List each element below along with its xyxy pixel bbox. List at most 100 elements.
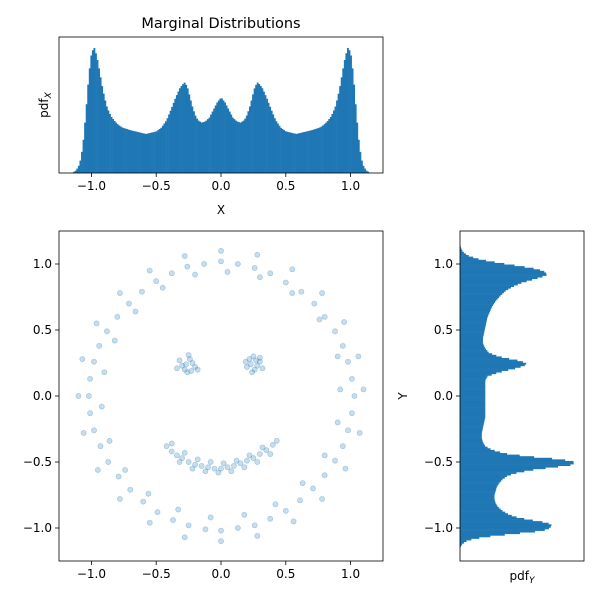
x-tick-label: −0.5 bbox=[142, 567, 171, 581]
scatter-point bbox=[339, 443, 346, 450]
histogram-bar bbox=[76, 168, 79, 173]
histogram-bar bbox=[234, 120, 237, 173]
scatter-x-ticks: −1.0 −0.5 0.0 0.5 1.0 bbox=[77, 561, 360, 581]
histogram-bar bbox=[460, 462, 574, 465]
scatter-point bbox=[267, 451, 274, 457]
histogram-bar bbox=[460, 407, 486, 409]
histogram-bar bbox=[224, 102, 226, 173]
histogram-bar bbox=[362, 165, 365, 173]
histogram-bar bbox=[460, 294, 501, 297]
histogram-bar bbox=[334, 106, 337, 173]
histogram-bar bbox=[460, 266, 525, 268]
histogram-bar bbox=[300, 132, 303, 173]
histogram-bar bbox=[460, 532, 520, 535]
histogram-bar bbox=[460, 403, 486, 406]
histogram-bar bbox=[460, 536, 480, 539]
histogram-bar bbox=[245, 115, 248, 173]
scatter-point bbox=[91, 358, 97, 365]
histogram-bar bbox=[228, 111, 231, 173]
histogram-bar bbox=[460, 285, 515, 288]
histogram-bar bbox=[197, 120, 200, 173]
histogram-bar bbox=[171, 106, 174, 173]
histogram-bar bbox=[460, 394, 486, 397]
scatter-point bbox=[220, 460, 227, 467]
scatter-point bbox=[348, 375, 355, 382]
histogram-bar bbox=[460, 316, 488, 319]
scatter-points bbox=[75, 247, 367, 545]
scatter-point bbox=[168, 448, 175, 455]
histogram-bar bbox=[287, 132, 290, 173]
histogram-bar bbox=[283, 130, 286, 173]
histogram-bar bbox=[227, 108, 230, 173]
scatter-point bbox=[246, 452, 253, 459]
histogram-bar bbox=[124, 128, 127, 173]
histogram-bar bbox=[460, 446, 488, 449]
scatter-point bbox=[218, 465, 224, 472]
histogram-bar bbox=[460, 422, 484, 425]
histogram-bar bbox=[217, 100, 220, 173]
histogram-bar bbox=[339, 86, 342, 173]
histogram-bar bbox=[460, 343, 484, 346]
histogram-bar bbox=[460, 329, 485, 332]
scatter-axes-frame bbox=[58, 230, 384, 562]
scatter-point bbox=[254, 362, 261, 369]
histogram-bar bbox=[336, 100, 338, 173]
histogram-bar bbox=[149, 132, 152, 173]
histogram-bar bbox=[266, 98, 268, 173]
histogram-bar bbox=[460, 255, 469, 257]
histogram-bar bbox=[460, 511, 506, 514]
histogram-bar bbox=[460, 438, 483, 441]
scatter-point bbox=[224, 269, 231, 275]
scatter-point bbox=[117, 290, 123, 296]
scatter-point bbox=[185, 522, 192, 529]
scatter-point bbox=[181, 534, 188, 541]
histogram-bar bbox=[460, 247, 462, 249]
y-tick-label: 1.0 bbox=[33, 257, 52, 271]
histogram-bar bbox=[460, 362, 527, 365]
histogram-bar bbox=[91, 50, 94, 173]
histogram-bar bbox=[253, 88, 256, 173]
histogram-bar bbox=[460, 441, 484, 444]
histogram-bar bbox=[460, 427, 483, 430]
histogram-bar bbox=[460, 516, 517, 519]
histogram-bar bbox=[163, 123, 166, 173]
scatter-point bbox=[80, 430, 87, 436]
histogram-bar bbox=[460, 280, 527, 283]
histogram-bar bbox=[222, 100, 225, 173]
histogram-bar bbox=[460, 338, 483, 341]
histogram-bar bbox=[460, 449, 495, 452]
histogram-bar bbox=[460, 372, 497, 375]
histogram-bar bbox=[460, 459, 566, 462]
histogram-bar bbox=[90, 55, 93, 174]
histogram-bar bbox=[194, 115, 197, 173]
scatter-point bbox=[310, 485, 316, 492]
histogram-bar bbox=[96, 60, 99, 173]
histogram-bar bbox=[119, 126, 122, 173]
scatter-point bbox=[339, 342, 346, 349]
histogram-bar bbox=[460, 305, 493, 308]
histogram-bar bbox=[460, 354, 497, 357]
histogram-bar bbox=[460, 277, 538, 280]
histogram-bar bbox=[460, 388, 486, 390]
histogram-bar bbox=[460, 424, 484, 427]
scatter-point bbox=[181, 366, 188, 373]
scatter-point bbox=[256, 358, 263, 365]
histogram-bar bbox=[161, 125, 164, 173]
histogram-bar bbox=[318, 127, 321, 173]
right-histogram-panel: −1.0 −0.5 0.0 0.5 1.0 Y pdfY bbox=[396, 230, 585, 586]
histogram-bar bbox=[460, 410, 486, 413]
histogram-bar bbox=[460, 310, 490, 313]
histogram-bar bbox=[460, 270, 545, 273]
scatter-point bbox=[241, 464, 248, 471]
histogram-bar bbox=[210, 114, 212, 173]
histogram-bar bbox=[267, 102, 270, 173]
histogram-bar bbox=[460, 392, 486, 395]
histogram-bar bbox=[133, 131, 136, 173]
scatter-point bbox=[321, 472, 328, 479]
histogram-bar bbox=[460, 321, 487, 324]
x-tick-label: 0.0 bbox=[211, 567, 230, 581]
scatter-point bbox=[250, 455, 257, 461]
histogram-bar bbox=[460, 296, 500, 299]
scatter-point bbox=[105, 459, 112, 465]
scatter-point bbox=[251, 265, 258, 271]
